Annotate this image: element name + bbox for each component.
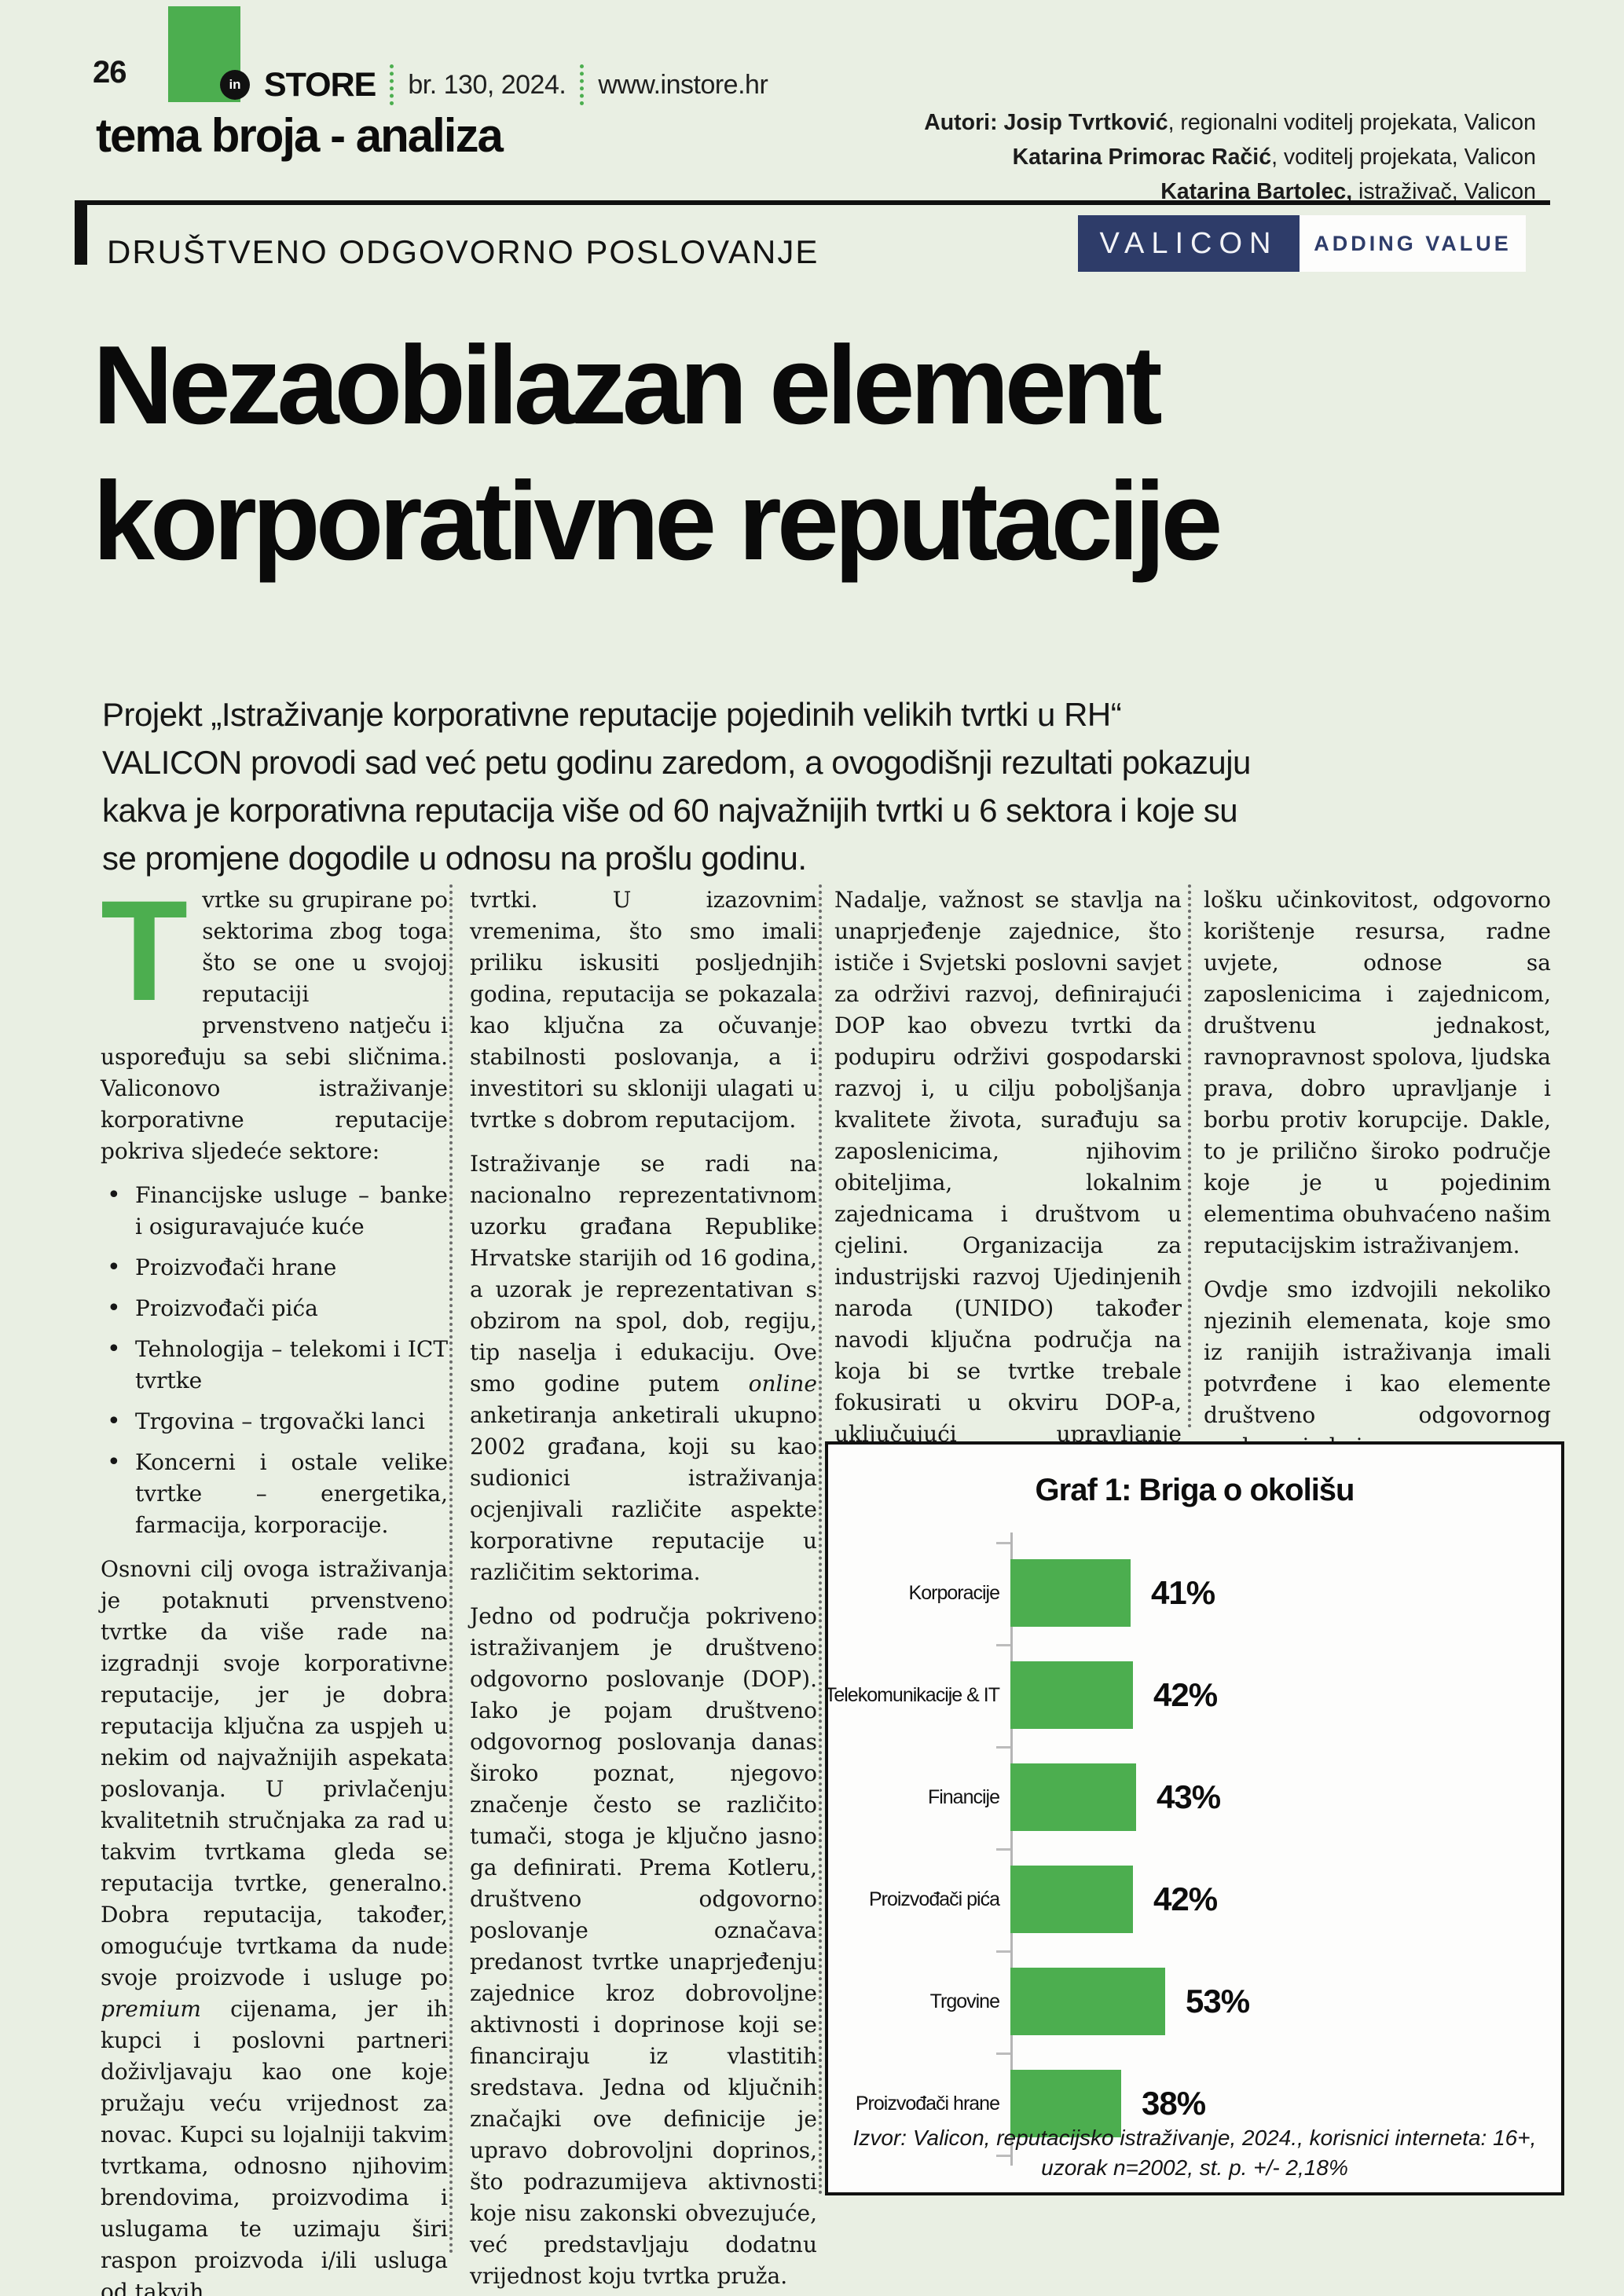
chart-row: Trgovine 53% [834, 1950, 1555, 2052]
kicker: DRUŠTVENO ODGOVORNO POSLOVANJE [107, 233, 819, 270]
bar-track: 43% [1010, 1763, 1555, 1831]
column-separator [819, 884, 822, 2195]
author-line: Katarina Bartolec, istraživač, Valicon [1160, 179, 1536, 204]
list-item: Financijske usluge – banke i osiguravaju… [107, 1180, 448, 1243]
column-separator [449, 884, 453, 2254]
article-headline: Nezaobilazan element korporativne reputa… [93, 317, 1562, 589]
chart-source-line: Izvor: Valicon, reputacijsko istraživanj… [852, 2126, 1537, 2151]
author-line: Autori: Josip Tvrtković, regionalni vodi… [924, 110, 1536, 135]
horizontal-rule [75, 200, 1550, 205]
chart-row: Korporacije 41% [834, 1542, 1555, 1644]
chart-row: Financije 43% [834, 1746, 1555, 1848]
chart-title: Graf 1: Briga o okolišu [1035, 1473, 1355, 1507]
paragraph: Istraživanje se radi na nacionalno repre… [470, 1151, 817, 1585]
header-divider [390, 64, 394, 105]
chart-rows: Korporacije 41% Telekomunikacije & IT 42% Fi… [824, 1542, 1555, 2155]
bar-track: 38% [1010, 2070, 1555, 2137]
paragraph: tvrtki. U izazovnim vremenima, što smo i… [470, 887, 817, 1133]
section-title: tema broja - analiza [96, 109, 504, 162]
chart-row: Telekomunikacije & IT 42% [824, 1644, 1555, 1746]
body-column-4: lošku učinkovitost, odgovorno korištenje… [1204, 884, 1551, 1475]
brand-name: STORE [264, 65, 376, 104]
left-accent-bar [75, 200, 87, 265]
chart-source: Izvor: Valicon, reputacijsko istraživanj… [847, 2123, 1542, 2183]
value-label: 41% [1151, 1574, 1215, 1611]
page-number: 26 [93, 55, 126, 90]
category-label: Korporacije [908, 1581, 1000, 1604]
masthead: in STORE br. 130, 2024. www.instore.hr [220, 64, 768, 105]
list-item: Trgovina – trgovački lanci [107, 1406, 448, 1437]
list-item: Proizvođači pića [107, 1293, 448, 1324]
chart-source-line: uzorak n=2002, st. p. +/- 2,18% [1041, 2155, 1348, 2181]
value-label: 42% [1153, 1880, 1218, 1917]
list-item: Proizvođači hrane [107, 1252, 448, 1283]
bar [1010, 2070, 1121, 2137]
paragraph: lošku učinkovitost, odgovorno korištenje… [1204, 887, 1551, 1258]
bar [1010, 1968, 1165, 2035]
authors-block: Autori: Josip Tvrtković, regionalni vodi… [924, 105, 1536, 209]
headline-line: Nezaobilazan element [93, 323, 1163, 448]
value-label: 43% [1157, 1778, 1221, 1815]
chart-graf1: Graf 1: Briga o okolišu Korporacije 41% Te… [825, 1441, 1564, 2195]
sector-list: Financijske usluge – banke i osiguravaju… [101, 1180, 448, 1541]
dropcap: T [101, 870, 188, 1031]
category-label: Telekomunikacije & IT [824, 1683, 1000, 1706]
bar-track: 53% [1010, 1968, 1555, 2035]
valicon-logo: VALICON ADDING VALUE [1078, 215, 1526, 272]
header-divider [580, 64, 585, 105]
bar [1010, 1763, 1136, 1831]
chart-row: Proizvođači pića 42% [834, 1848, 1555, 1950]
bar [1010, 1559, 1131, 1627]
category-label: Trgovine [929, 1990, 1000, 2012]
category-label: Proizvođači pića [868, 1888, 1000, 1910]
bar [1010, 1866, 1133, 1933]
instore-logo-icon: in [220, 70, 250, 100]
bar-track: 42% [1010, 1661, 1555, 1729]
value-label: 38% [1142, 2085, 1206, 2122]
column-separator [1188, 884, 1191, 1428]
chart-row: Proizvođači hrane 38% [834, 2052, 1555, 2155]
paragraph: Nadalje, važnost se stavlja na unaprjeđe… [834, 887, 1182, 1478]
bar [1010, 1661, 1133, 1729]
chart-axis [1010, 1532, 1013, 2166]
valicon-tagline: ADDING VALUE [1300, 215, 1526, 272]
paragraph: Ovdje smo izdvojili nekoliko njezinih el… [1204, 1276, 1551, 1459]
valicon-wordmark: VALICON [1078, 215, 1300, 272]
body-column-3: Nadalje, važnost se stavlja na unaprjeđe… [834, 884, 1182, 1494]
bar-track: 41% [1010, 1559, 1555, 1627]
issue-number: br. 130, 2024. [408, 69, 566, 100]
paragraph: Jedno od područja pokriveno istraživanje… [470, 1603, 817, 2289]
bar-track: 42% [1010, 1866, 1555, 1933]
author-line: Katarina Primorac Račić, voditelj projek… [1012, 145, 1536, 170]
list-item: Koncerni i ostale velike tvrtke – energe… [107, 1447, 448, 1541]
axis-tick [996, 2155, 1010, 2157]
category-label: Financije [927, 1785, 1000, 1808]
body-column-2: tvrtki. U izazovnim vremenima, što smo i… [470, 884, 817, 2296]
list-item: Tehnologija – telekomi i ICT tvrtke [107, 1334, 448, 1397]
paragraph: Osnovni cilj ovoga istraživanja je potak… [101, 1556, 448, 2296]
website-url: www.instore.hr [598, 69, 768, 100]
headline-line: korporativne reputacije [93, 459, 1223, 584]
value-label: 42% [1153, 1676, 1218, 1713]
category-label: Proizvođači hrane [855, 2092, 1000, 2115]
value-label: 53% [1186, 1983, 1250, 2020]
lead-paragraph: Projekt „Istraživanje korporativne reput… [102, 696, 1251, 877]
